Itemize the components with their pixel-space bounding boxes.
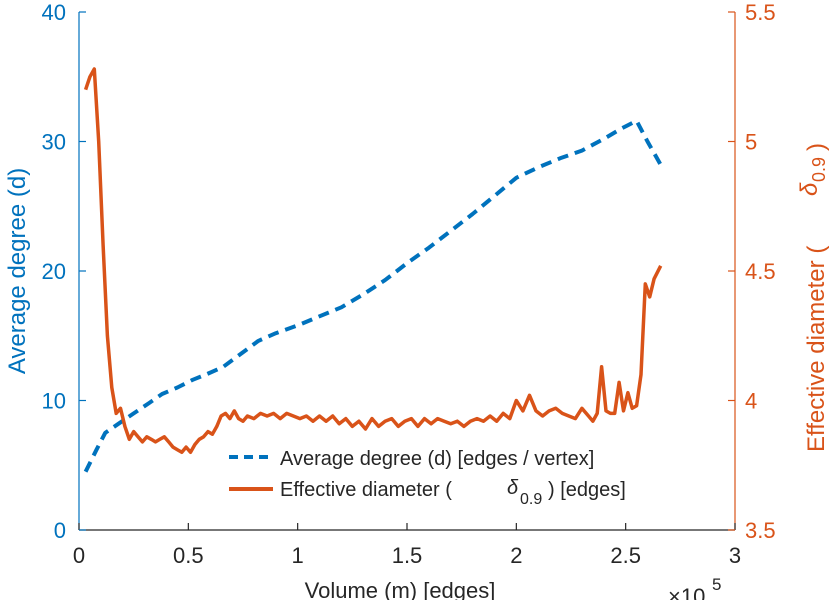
right-tick-label: 4.5 <box>745 259 776 284</box>
series-layer <box>83 67 663 473</box>
left-y-axis-label: Average degree (d) <box>4 168 31 374</box>
x-exponent-value: 5 <box>712 575 721 594</box>
left-tick-label: 30 <box>42 130 66 155</box>
legend-label-suffix: ) [edges] <box>548 479 626 501</box>
x-exponent-base: ×10 <box>668 584 705 600</box>
right-label-prefix: Effective diameter ( <box>803 246 830 452</box>
x-tick-label: 2 <box>510 543 522 568</box>
legend: Average degree (d) [edges / vertex] Effe… <box>220 440 672 508</box>
x-tick-label: 2.5 <box>610 543 641 568</box>
left-tick-label: 10 <box>42 389 66 414</box>
x-tick-label: 0.5 <box>173 543 204 568</box>
right-label-suffix: ) <box>803 143 830 151</box>
left-y-ticks: 0 10 20 30 40 <box>42 0 86 543</box>
right-label-sub: 0.9 <box>809 157 829 182</box>
x-tick-label: 0 <box>73 543 85 568</box>
x-axis-label: Volume (m) [edges] <box>305 578 496 600</box>
legend-label-sub: 0.9 <box>520 491 542 508</box>
right-tick-label: 4 <box>745 389 757 414</box>
x-tick-label: 3 <box>729 543 741 568</box>
left-tick-label: 20 <box>42 259 66 284</box>
right-tick-label: 5.5 <box>745 0 776 25</box>
series-line-effective-diameter <box>83 67 663 455</box>
left-tick-label: 40 <box>42 0 66 25</box>
left-tick-label: 0 <box>54 518 66 543</box>
right-y-ticks: 3.5 4 4.5 5 5.5 <box>728 0 776 543</box>
right-tick-label: 5 <box>745 130 757 155</box>
x-tick-label: 1 <box>292 543 304 568</box>
legend-box <box>220 440 672 506</box>
legend-label-average-degree: Average degree (d) [edges / vertex] <box>280 448 594 470</box>
right-tick-label: 3.5 <box>745 518 776 543</box>
x-tick-label: 1.5 <box>392 543 423 568</box>
legend-label-effective-diameter-prefix: Effective diameter ( <box>280 479 452 501</box>
legend-label-symbol: δ <box>507 477 519 499</box>
x-ticks: 0 0.5 1 1.5 2 2.5 3 <box>73 523 741 568</box>
right-y-axis-label: Effective diameter ( δ 0.9 ) <box>796 143 830 452</box>
right-label-symbol: δ <box>796 182 823 196</box>
series-line-average-degree <box>83 118 663 473</box>
